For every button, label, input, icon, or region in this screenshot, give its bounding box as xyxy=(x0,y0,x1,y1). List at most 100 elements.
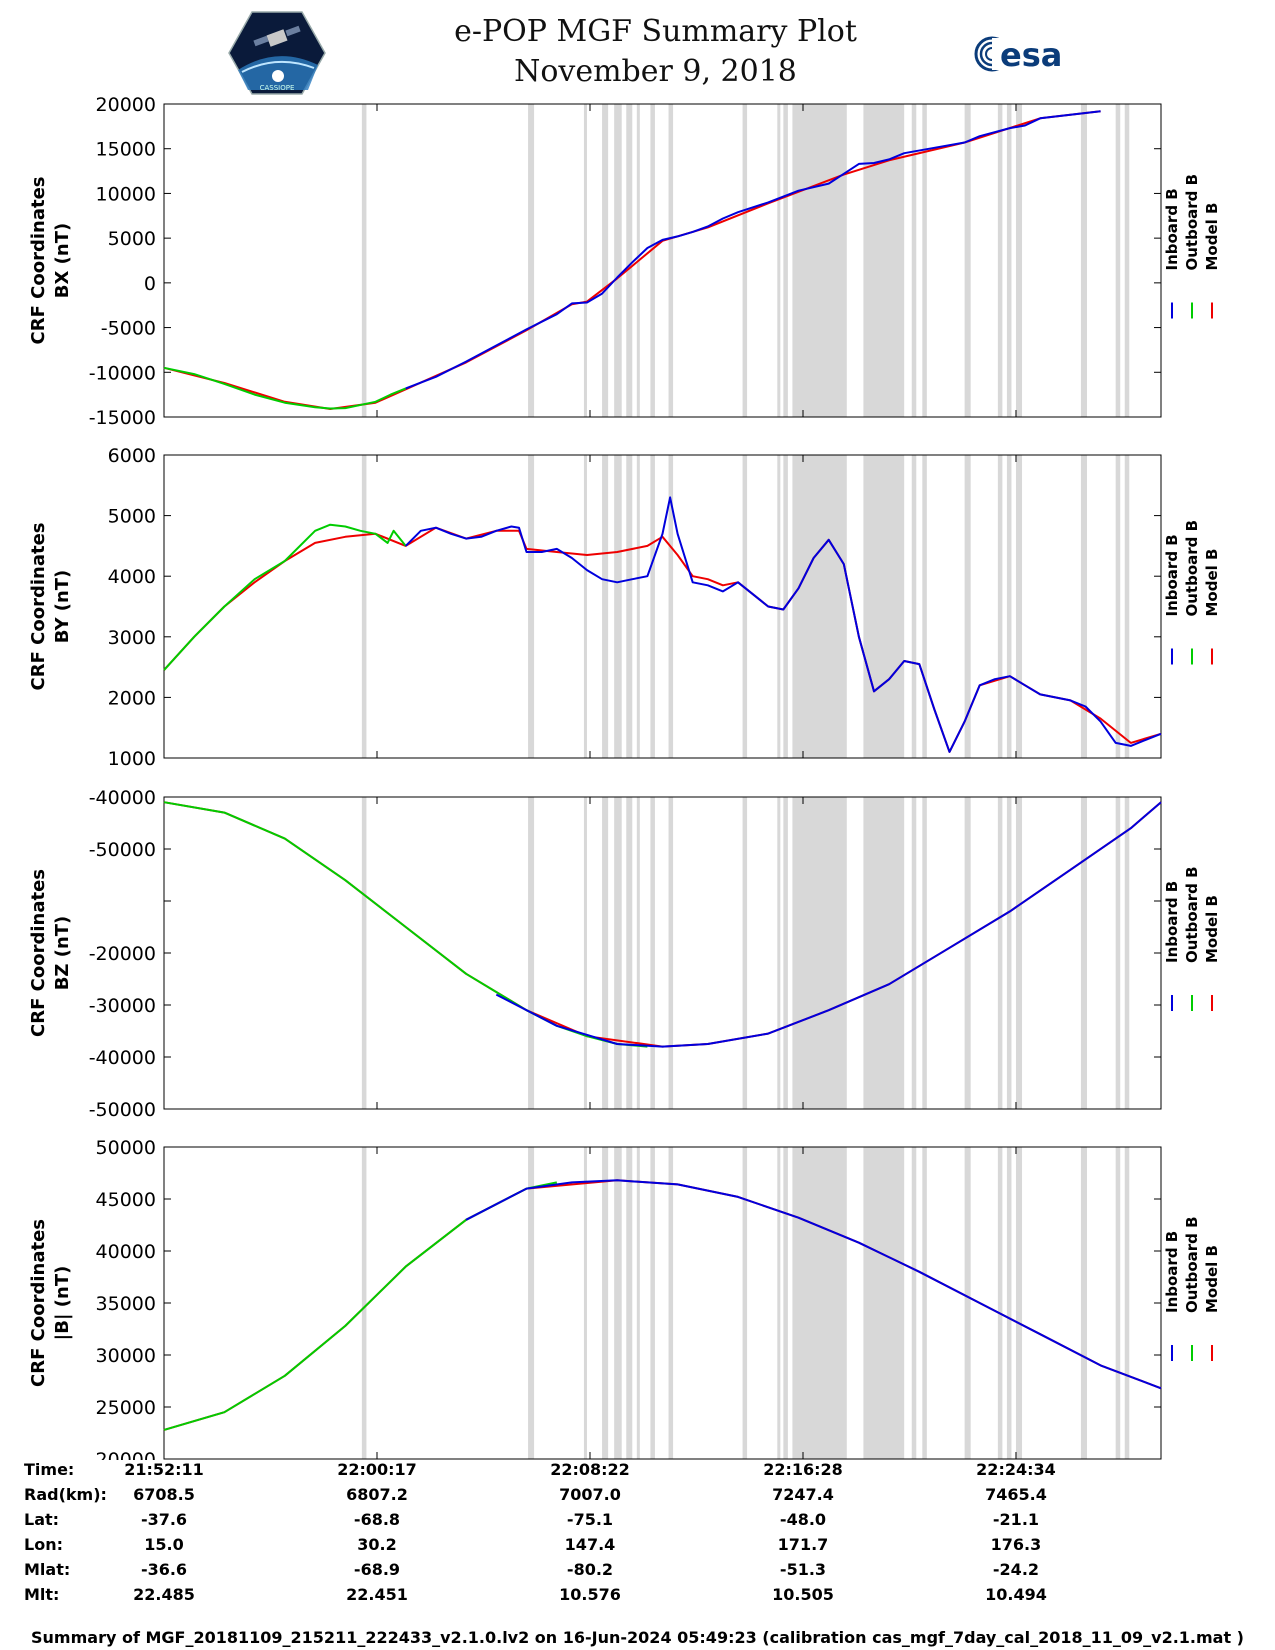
legend-label: Outboard B xyxy=(1183,174,1201,271)
data-gap-band xyxy=(783,104,788,417)
y-tick-label: -20000 xyxy=(89,943,156,965)
series-outboard-line xyxy=(163,1181,558,1431)
ephemeris-cell: 176.3 xyxy=(990,1535,1042,1554)
data-gap-band xyxy=(742,797,748,1109)
y-tick-label: 35000 xyxy=(96,1293,156,1315)
series-inboard-line xyxy=(465,1179,1162,1390)
data-gap-band xyxy=(792,1147,847,1459)
panel-4: 50000 45000 40000 35000 30000 25000 20000 CRF C… xyxy=(28,1137,1221,1460)
ephemeris-cell: 7247.4 xyxy=(772,1485,834,1504)
ephemeris-cell: 7007.0 xyxy=(559,1485,621,1504)
y-tick-label: -5000 xyxy=(101,318,156,340)
ephemeris-cell: 171.7 xyxy=(777,1535,829,1554)
y-tick-label: 40000 xyxy=(96,1241,156,1263)
series-model-line xyxy=(163,1179,1162,1431)
ephemeris-cell: 6708.5 xyxy=(133,1485,195,1504)
data-gap-band xyxy=(863,1147,905,1459)
data-gap-band xyxy=(528,1147,535,1459)
y-axis-label: CRF Coordinates xyxy=(28,523,49,691)
y-tick-label: 1000 xyxy=(108,748,156,770)
data-gap-band xyxy=(528,797,535,1109)
data-gap-band xyxy=(922,455,927,758)
data-gap-band xyxy=(1015,455,1023,758)
data-gap-band xyxy=(1015,797,1023,1109)
y-tick-label: -15000 xyxy=(89,407,156,429)
ephemeris-cell: 22:24:34 xyxy=(976,1460,1056,1479)
ephemeris-cell: -68.9 xyxy=(353,1560,401,1579)
legend-label: Model B xyxy=(1203,549,1221,617)
ephemeris-cell: 22:16:28 xyxy=(763,1460,843,1479)
ephemeris-cell: -24.2 xyxy=(992,1560,1040,1579)
plot-canvas: 20000150001000050000-5000-10000-15000CRF… xyxy=(28,94,1221,1460)
data-gap-band xyxy=(1080,1147,1087,1459)
data-gap-band xyxy=(1115,104,1121,417)
data-gap-band xyxy=(614,455,622,758)
series-inboard-line xyxy=(495,801,1162,1048)
data-gap-band xyxy=(922,1147,927,1459)
y-axis-units: |B| (nT) xyxy=(52,1266,73,1341)
data-gap-band xyxy=(1115,797,1121,1109)
legend-label: Inboard B xyxy=(1163,534,1181,616)
ephemeris-cell: 22.451 xyxy=(346,1585,408,1604)
data-gap-band xyxy=(650,1147,655,1459)
data-gap-band xyxy=(783,797,788,1109)
legend-label: Outboard B xyxy=(1183,520,1201,617)
series-model-line xyxy=(163,110,1101,410)
data-gap-band xyxy=(668,1147,674,1459)
data-gap-band xyxy=(922,104,927,417)
y-tick-label: 0 xyxy=(144,273,156,295)
y-tick-label: 45000 xyxy=(96,1189,156,1211)
data-gap-band xyxy=(1015,104,1023,417)
data-gap-band xyxy=(626,1147,633,1459)
y-tick-label: -30000 xyxy=(89,995,156,1017)
data-gap-band xyxy=(1006,797,1012,1109)
data-gap-band xyxy=(650,104,655,417)
ephemeris-cell: 6807.2 xyxy=(346,1485,408,1504)
ephemeris-row-label: Rad(km): xyxy=(24,1485,107,1504)
data-gap-band xyxy=(614,104,622,417)
y-tick-label: 25000 xyxy=(96,1397,156,1419)
legend-label: Outboard B xyxy=(1183,1216,1201,1313)
data-gap-band xyxy=(668,797,674,1109)
data-gap-band xyxy=(1124,104,1130,417)
data-gap-band xyxy=(742,104,748,417)
data-gap-band xyxy=(911,104,917,417)
ephemeris-row-label: Time: xyxy=(24,1460,75,1479)
esa-logo: esa xyxy=(974,36,1062,74)
series-model-line xyxy=(163,801,1162,1048)
data-gap-band xyxy=(997,1147,1003,1459)
data-gap-band xyxy=(1115,1147,1121,1459)
y-tick-label: -40000 xyxy=(89,787,156,809)
data-gap-band xyxy=(361,455,367,758)
data-gap-band xyxy=(964,1147,971,1459)
ephemeris-cell: -80.2 xyxy=(566,1560,614,1579)
data-gap-band xyxy=(583,104,587,417)
ephemeris-row-label: Lat: xyxy=(24,1510,60,1529)
y-tick-label: -10000 xyxy=(89,362,156,384)
data-gap-band xyxy=(742,1147,748,1459)
ephemeris-table: Time: Rad(km): Lat: Lon: Mlat: Mlt: 21:52:11 67… xyxy=(0,1460,1275,1620)
ephemeris-cell: 30.2 xyxy=(357,1535,397,1554)
data-gap-band xyxy=(636,797,640,1109)
y-tick-label: 4000 xyxy=(108,566,156,588)
y-tick-label: 15000 xyxy=(96,139,156,161)
data-gap-band xyxy=(602,1147,609,1459)
data-gap-band xyxy=(1006,104,1012,417)
y-axis-units: BY (nT) xyxy=(52,570,73,644)
data-gap-band xyxy=(361,1147,367,1459)
plot-title: e-POP MGF Summary Plot xyxy=(454,14,857,49)
data-gap-band xyxy=(1006,1147,1012,1459)
data-gap-band xyxy=(583,797,587,1109)
data-gap-band xyxy=(792,455,847,758)
y-tick-label: 6000 xyxy=(108,445,156,467)
data-gap-band xyxy=(792,797,847,1109)
y-axis-units: BZ (nT) xyxy=(52,916,73,991)
data-gap-band xyxy=(863,104,905,417)
data-gap-band xyxy=(964,104,971,417)
panel-3: -40000 -50000 -20000 -30000 -40000 -50000 CRF … xyxy=(28,787,1221,1121)
data-gap-band xyxy=(528,455,535,758)
data-gap-band xyxy=(614,1147,622,1459)
data-gap-band xyxy=(583,455,587,758)
data-gap-band xyxy=(650,455,655,758)
panel-1: 20000 15000 10000 5000 0 -5000 -10000 -15000 CRF… xyxy=(28,94,1221,429)
